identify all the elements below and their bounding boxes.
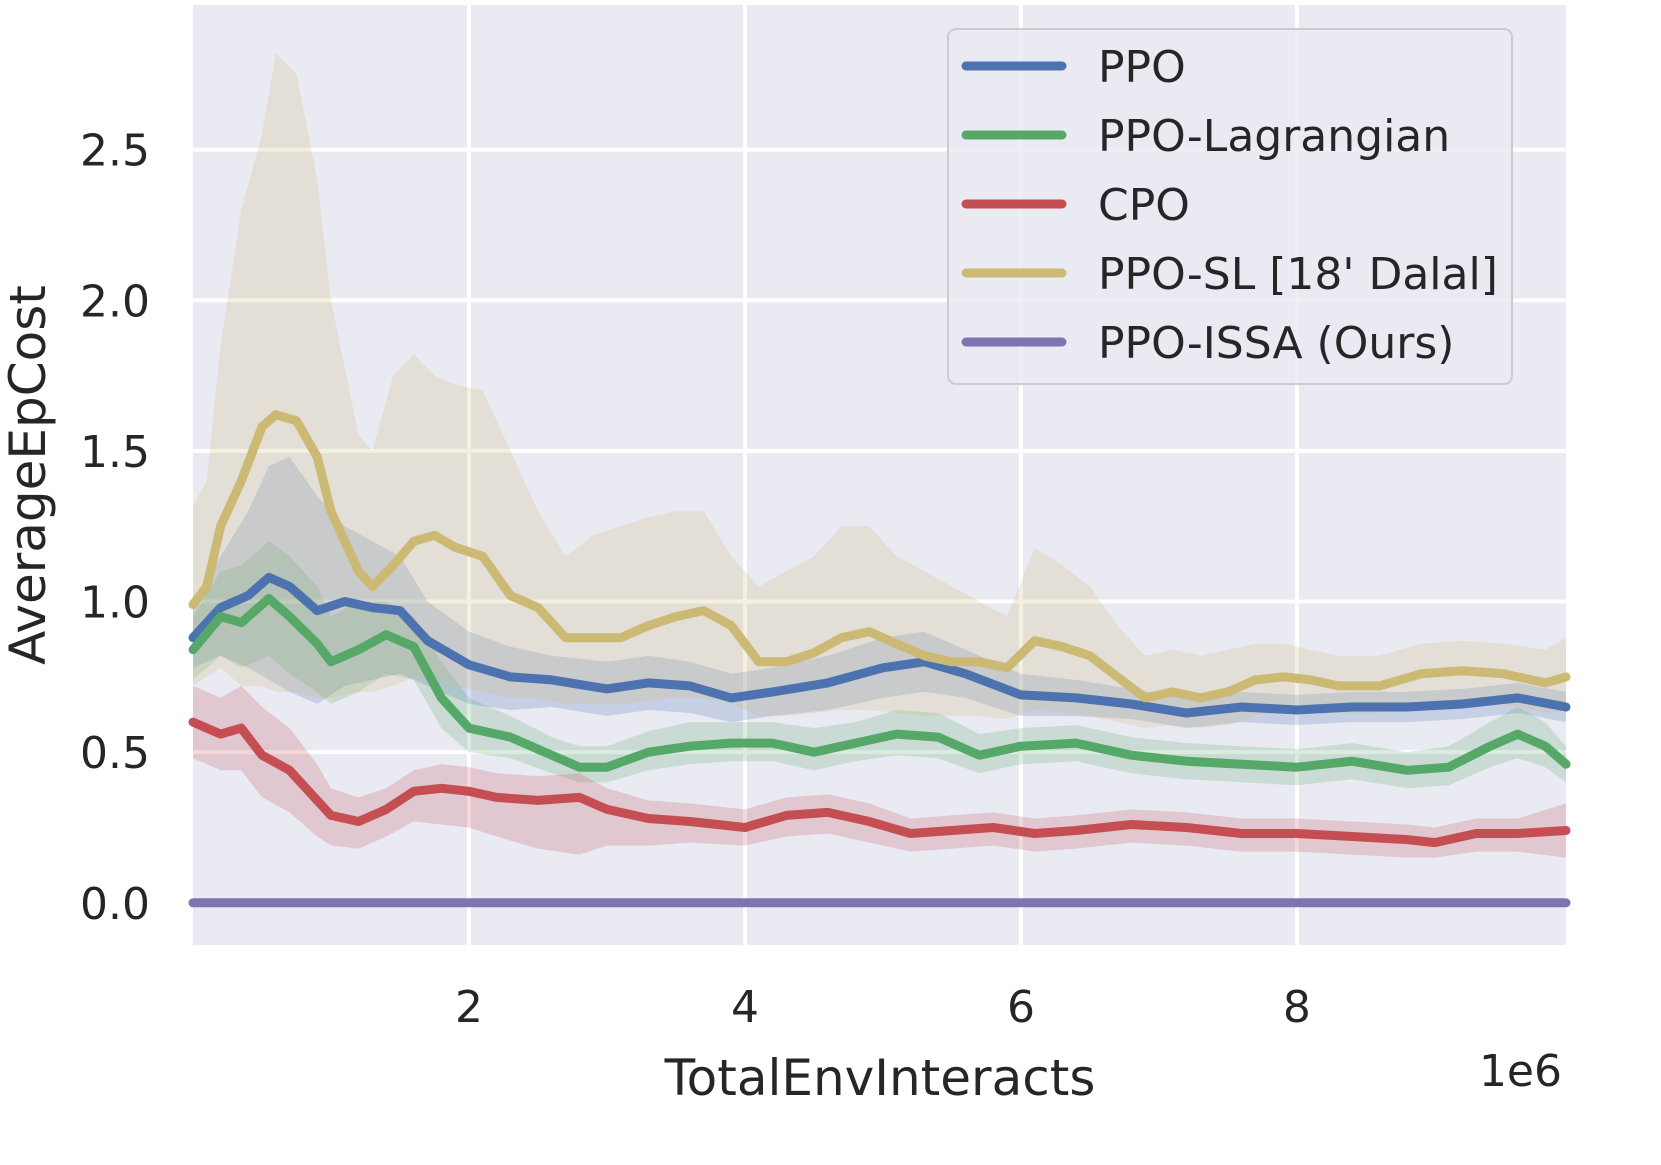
series-line-2 bbox=[188, 717, 1571, 848]
band-0 bbox=[193, 456, 1566, 729]
y-tick-label: 0.5 bbox=[80, 728, 150, 779]
x-tick-label: 6 bbox=[1007, 982, 1035, 1033]
legend-box bbox=[947, 28, 1513, 385]
x-tick-label: 4 bbox=[731, 982, 759, 1033]
y-tick-label: 1.5 bbox=[80, 427, 150, 478]
legend-label: PPO bbox=[1098, 42, 1186, 93]
legend-label: PPO-SL [18' Dalal] bbox=[1098, 249, 1498, 300]
legend-label: CPO bbox=[1098, 180, 1190, 231]
band-2 bbox=[193, 685, 1566, 858]
legend: PPO PPO-Lagrangian CPO PPO-SL [18' Dalal] PP… bbox=[947, 28, 1513, 385]
y-tick-label: 0.0 bbox=[80, 879, 150, 930]
x-axis-offset-label: 1e6 bbox=[1479, 1046, 1562, 1097]
y-tick-label: 1.0 bbox=[80, 578, 150, 629]
legend-label: PPO-ISSA (Ours) bbox=[1098, 318, 1454, 369]
y-axis-title: AverageEpCost bbox=[0, 285, 57, 665]
series-line-1 bbox=[188, 594, 1571, 775]
tick-labels: 2 4 6 8 0.0 0.5 1.0 1.5 2.0 2.5 bbox=[80, 126, 1311, 1033]
y-tick-label: 2.0 bbox=[80, 276, 150, 327]
x-axis-title: TotalEnvInteracts bbox=[664, 1049, 1096, 1107]
y-tick-label: 2.5 bbox=[80, 126, 150, 177]
series-line-3 bbox=[188, 410, 1571, 703]
x-tick-label: 2 bbox=[455, 982, 483, 1033]
band-3 bbox=[193, 53, 1566, 729]
legend-label: PPO-Lagrangian bbox=[1098, 111, 1450, 162]
series-line-0 bbox=[188, 572, 1571, 718]
x-tick-label: 8 bbox=[1283, 982, 1311, 1033]
series-lines bbox=[188, 410, 1571, 908]
